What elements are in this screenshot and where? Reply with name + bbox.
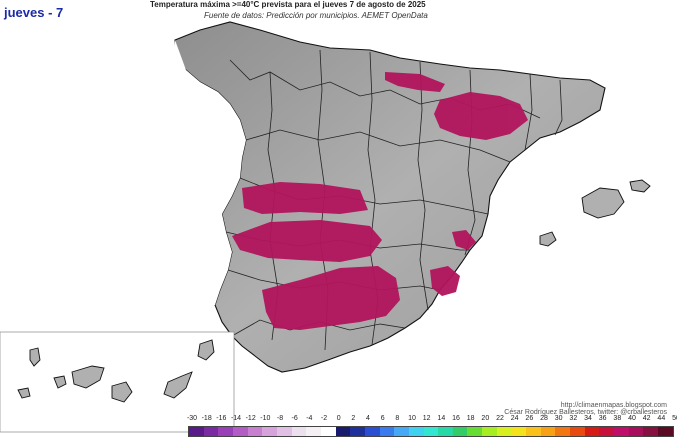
legend-tick-label: 4 <box>366 415 370 422</box>
legend-labels: -30 -18 -16 -14 -12 -10 -8 -6 -4 -2 0 2 4 6 8 10 12 14 16 1… <box>186 415 677 425</box>
legend-tick-label: 24 <box>510 415 519 422</box>
legend-tick-label: 22 <box>496 415 504 422</box>
temperature-legend: -30 -18 -16 -14 -12 -10 -8 -6 -4 -2 0 2 4 6 8 10 12 14 16 1… <box>186 415 677 437</box>
legend-tick-label: -14 <box>230 415 242 422</box>
legend-tick-label: -6 <box>291 415 298 422</box>
legend-swatch <box>614 427 629 436</box>
legend-swatch <box>452 427 468 436</box>
legend-tick-label: 28 <box>540 415 548 422</box>
legend-tick-label: 26 <box>525 415 534 422</box>
legend-tick-label: -18 <box>201 415 212 422</box>
legend-tick-label: 18 <box>466 415 475 422</box>
legend-swatch <box>511 427 527 436</box>
legend-swatch <box>350 427 365 436</box>
hot-zone-ebro-east <box>434 92 528 140</box>
hot-zones <box>232 72 528 330</box>
credit-url: http://climaenmapas.blogspot.com <box>560 402 667 409</box>
balearic-islands <box>539 179 651 247</box>
legend-tick-label: 40 <box>628 415 636 422</box>
legend-tick-label: 36 <box>598 415 607 422</box>
el-hierro <box>17 387 31 399</box>
day-label: jueves - 7 <box>4 5 64 20</box>
legend-swatch <box>628 427 644 436</box>
hot-zone-andalucia <box>262 266 400 330</box>
mallorca <box>581 187 625 219</box>
legend-swatch <box>379 427 395 436</box>
legend-color-bar <box>188 426 674 437</box>
legend-swatch <box>570 427 585 436</box>
legend-swatch <box>276 427 292 436</box>
legend-tick-label: -30 <box>186 415 198 422</box>
legend-tick-label: 30 <box>554 415 563 422</box>
legend-swatch <box>232 427 248 436</box>
legend-tick-label: 42 <box>642 415 651 422</box>
legend-tick-label: 32 <box>569 415 578 422</box>
map-title: Temperatura máxima >=40°C prevista para … <box>150 0 426 9</box>
legend-swatch <box>482 427 497 436</box>
legend-swatch <box>584 427 600 436</box>
hot-zone-valencia <box>452 230 476 250</box>
legend-tick-label: 38 <box>613 415 622 422</box>
legend-tick-label: 6 <box>380 415 385 422</box>
legend-swatch <box>203 427 219 436</box>
fuerteventura <box>163 371 193 399</box>
legend-swatch <box>262 427 277 436</box>
legend-tick-label: -12 <box>245 415 256 422</box>
legend-tick-label: 34 <box>584 415 592 422</box>
la-gomera <box>53 375 67 389</box>
legend-swatch <box>496 427 512 436</box>
legend-tick-label: 2 <box>351 415 356 422</box>
ibiza <box>539 231 557 247</box>
tenerife <box>71 365 105 389</box>
legend-tick-label: 10 <box>408 415 416 422</box>
legend-tick-label: -8 <box>276 415 284 422</box>
legend-tick-label: 44 <box>657 415 666 422</box>
legend-swatch <box>189 427 204 436</box>
legend-swatch <box>408 427 424 436</box>
legend-tick-label: -2 <box>320 415 328 422</box>
gran-canaria <box>111 381 133 403</box>
legend-swatch <box>306 427 321 436</box>
legend-swatch <box>291 427 307 436</box>
map-subtitle: Fuente de datos: Predicción por municipi… <box>204 11 428 20</box>
legend-swatch <box>555 427 571 436</box>
legend-tick-label: -16 <box>216 415 227 422</box>
legend-tick-label: 14 <box>437 415 446 422</box>
hot-zone-extremadura <box>232 220 382 262</box>
legend-swatch <box>526 427 541 436</box>
canary-inset <box>0 331 235 433</box>
legend-tick-label: 0 <box>336 415 341 422</box>
legend-tick-label: 16 <box>452 415 460 422</box>
legend-tick-label: -10 <box>260 415 271 422</box>
hot-zone-extremadura-north <box>242 182 368 214</box>
legend-swatch <box>467 427 483 436</box>
legend-swatch <box>218 427 233 436</box>
legend-tick-label: 20 <box>481 415 490 422</box>
legend-tick-label: -4 <box>306 415 313 422</box>
legend-swatch <box>247 427 263 436</box>
hot-zone-ebro <box>385 72 445 92</box>
legend-swatch <box>643 427 658 436</box>
legend-swatch <box>335 427 351 436</box>
legend-swatch <box>438 427 453 436</box>
legend-tick-label: 50 <box>672 415 677 422</box>
lanzarote <box>197 339 215 361</box>
menorca <box>629 179 651 193</box>
legend-swatch <box>658 427 673 436</box>
legend-swatch <box>599 427 615 436</box>
la-palma <box>29 347 41 367</box>
legend-tick-label: 8 <box>395 415 400 422</box>
legend-swatch <box>364 427 380 436</box>
legend-swatch <box>320 427 336 436</box>
legend-tick-label: 12 <box>422 415 431 422</box>
hot-zone-murcia <box>430 266 460 296</box>
legend-swatch <box>423 427 439 436</box>
portugal-area <box>172 40 246 305</box>
credit-author: César Rodríguez Ballesteros, twitter: @c… <box>504 409 667 416</box>
legend-swatch <box>540 427 556 436</box>
legend-swatch <box>394 427 409 436</box>
